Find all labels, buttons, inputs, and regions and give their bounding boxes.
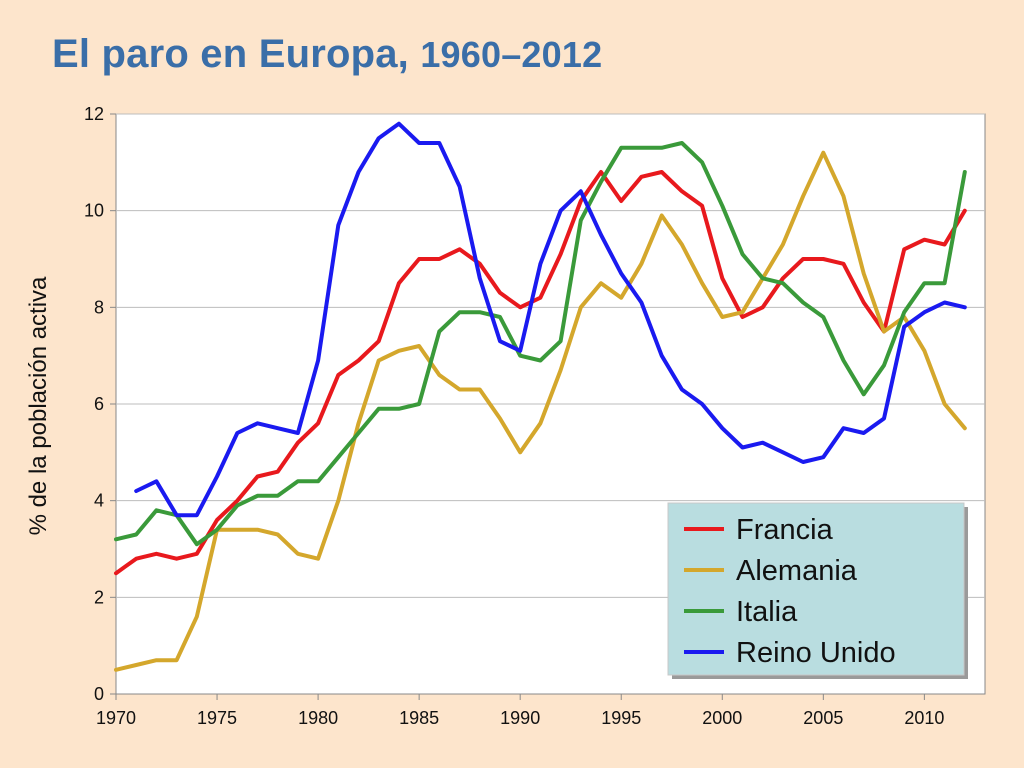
legend-label-francia: Francia xyxy=(736,514,834,546)
y-tick-label: 4 xyxy=(94,491,104,511)
x-tick-label: 1975 xyxy=(197,708,237,728)
legend-label-reino-unido: Reino Unido xyxy=(736,637,896,669)
y-axis-label: % de la población activa xyxy=(25,276,52,535)
y-axis-ticks: 0 2 4 6 8 10 12 xyxy=(84,104,116,704)
x-tick-label: 1990 xyxy=(500,708,540,728)
x-tick-label: 2005 xyxy=(803,708,843,728)
x-tick-label: 1995 xyxy=(601,708,641,728)
series-lines xyxy=(114,121,967,672)
x-tick-label: 1985 xyxy=(399,708,439,728)
series-line-reino-unido xyxy=(134,121,967,518)
x-tick-label: 2000 xyxy=(702,708,742,728)
series-line-alemania xyxy=(114,150,967,672)
x-tick-label: 2010 xyxy=(904,708,944,728)
legend-label-alemania: Alemania xyxy=(736,555,858,587)
x-axis-ticks: 1970 1975 1980 1985 1990 1995 2000 2005 2010 xyxy=(96,694,944,728)
x-tick-label: 1970 xyxy=(96,708,136,728)
y-tick-label: 8 xyxy=(94,297,104,317)
y-tick-label: 12 xyxy=(84,104,104,124)
legend-label-italia: Italia xyxy=(736,596,798,628)
y-tick-label: 2 xyxy=(94,587,104,607)
series-line-italia xyxy=(114,141,967,547)
slide-title-main: El paro en Europa, xyxy=(52,32,409,76)
y-tick-label: 6 xyxy=(94,394,104,414)
slide-title: El paro en Europa, 1960–2012 xyxy=(52,32,602,77)
legend-box xyxy=(667,502,965,676)
series-line-francia xyxy=(114,170,967,576)
y-tick-label: 10 xyxy=(84,201,104,221)
x-tick-label: 1980 xyxy=(298,708,338,728)
slide-title-years: 1960–2012 xyxy=(420,34,603,75)
legend: Francia Alemania Italia Reino Unido xyxy=(667,502,968,679)
y-tick-label: 0 xyxy=(94,684,104,704)
